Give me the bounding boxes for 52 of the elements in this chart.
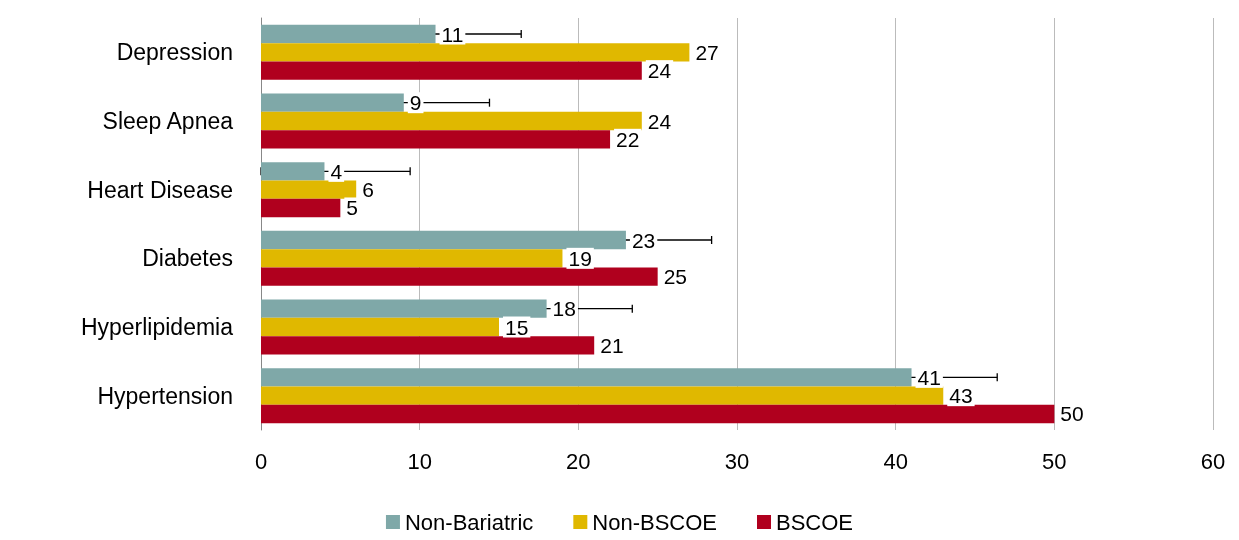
data-label: 25 — [663, 265, 688, 289]
data-label: 50 — [1060, 402, 1084, 426]
data-label: 9 — [409, 91, 422, 115]
x-tick-label: 10 — [407, 448, 432, 474]
bar — [261, 180, 357, 199]
data-label: 18 — [552, 297, 576, 321]
y-tick-label: Hyperlipidemia — [80, 314, 234, 340]
data-label: 5 — [346, 196, 359, 220]
bar — [261, 93, 404, 112]
bar — [261, 267, 658, 286]
data-label: 15 — [505, 315, 529, 339]
data-label: 27 — [695, 40, 719, 64]
data-label: 23 — [631, 228, 656, 252]
data-label: 41 — [917, 365, 941, 389]
bar — [261, 162, 325, 181]
data-label: 22 — [616, 127, 640, 151]
y-tick-label: Sleep Apnea — [102, 108, 234, 134]
x-tick-label: 0 — [254, 448, 268, 474]
bar — [261, 198, 341, 218]
x-tick-label: 30 — [724, 448, 750, 474]
data-label: 11 — [441, 22, 464, 46]
bar — [261, 368, 912, 387]
bar — [261, 299, 547, 318]
x-tick-label: 40 — [883, 448, 908, 474]
bar — [261, 43, 690, 62]
data-label: 19 — [568, 246, 592, 270]
y-tick-label: Depression — [116, 39, 233, 66]
bar — [261, 111, 642, 131]
bar — [261, 336, 595, 355]
data-label: 24 — [647, 109, 672, 133]
y-tick-label: Hypertension — [97, 382, 233, 409]
bar — [261, 404, 1055, 424]
data-label: 43 — [949, 384, 973, 408]
x-tick-label: 60 — [1200, 448, 1226, 474]
bar — [261, 61, 642, 80]
data-label: 6 — [362, 178, 374, 202]
data-label: 4 — [330, 159, 343, 183]
bar — [261, 386, 944, 405]
bar — [261, 130, 611, 149]
x-tick-label: 50 — [1042, 448, 1067, 474]
data-label: 21 — [600, 333, 624, 357]
bar — [261, 249, 563, 268]
bar — [261, 230, 626, 250]
data-label: 24 — [647, 59, 672, 83]
bar — [261, 24, 436, 44]
legend-label: Non-Bariatric — [404, 509, 534, 535]
y-tick-label: Heart Disease — [87, 176, 233, 203]
legend-label: Non-BSCOE — [592, 509, 718, 535]
legend-label: BSCOE — [776, 509, 854, 535]
x-tick-label: 20 — [566, 448, 591, 474]
y-tick-label: Diabetes — [142, 245, 233, 272]
bar — [261, 317, 499, 337]
